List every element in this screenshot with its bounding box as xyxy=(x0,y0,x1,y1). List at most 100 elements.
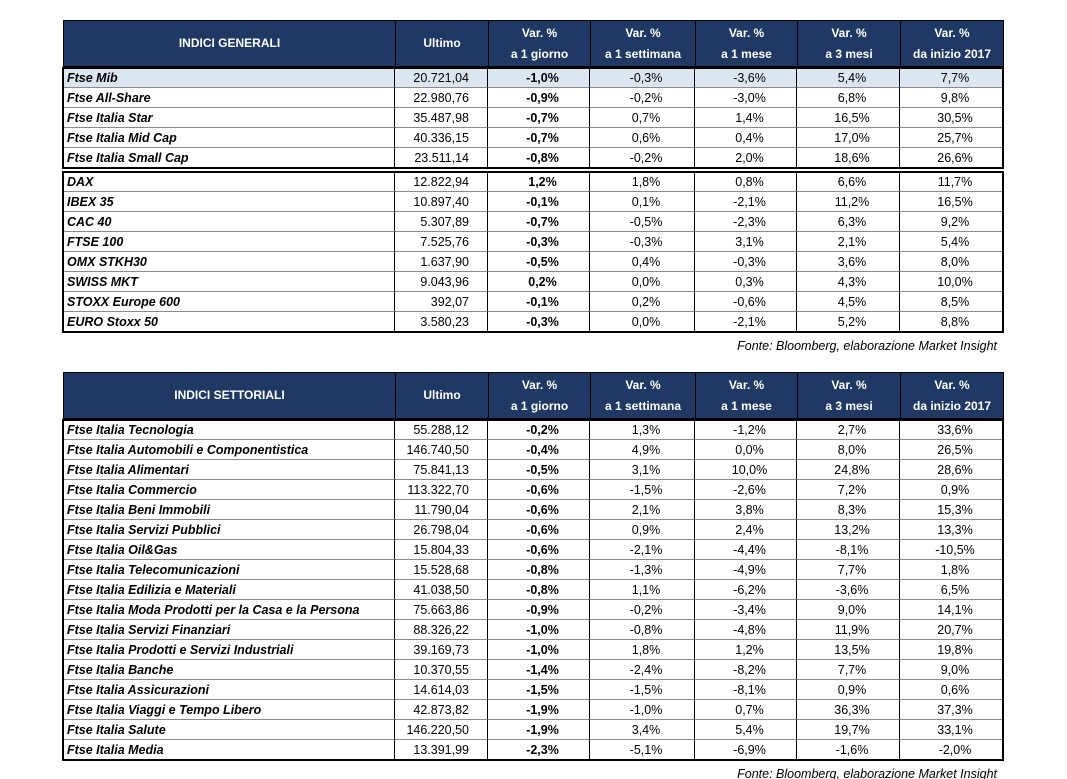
value-cell: 17,0% xyxy=(797,128,900,148)
value-cell: 30,5% xyxy=(900,108,1003,128)
value-cell: 20.721,04 xyxy=(395,68,488,88)
header-text: Var. % xyxy=(625,377,661,392)
index-name: CAC 40 xyxy=(63,212,395,232)
source-note: Fonte: Bloomberg, elaborazione Market In… xyxy=(737,339,997,353)
header-text: a 3 mesi xyxy=(825,46,873,61)
header-text: Var. % xyxy=(521,377,558,392)
value-cell: -0,8% xyxy=(590,620,695,640)
value-cell: 8,5% xyxy=(900,292,1003,312)
value-cell: 36,3% xyxy=(797,700,900,720)
value-cell: 3,1% xyxy=(590,460,695,480)
value-cell: 0,6% xyxy=(900,680,1003,700)
header-text: Var. % xyxy=(521,25,558,40)
value-cell: 39.169,73 xyxy=(395,640,488,660)
value-cell: 7,7% xyxy=(797,660,900,680)
value-cell: 7,7% xyxy=(797,560,900,580)
value-cell: -0,9% xyxy=(488,600,590,620)
index-name: Ftse Italia Automobili e Componentistica xyxy=(63,440,395,460)
value-cell: -1,5% xyxy=(590,680,695,700)
header-text: a 1 settimana xyxy=(604,46,682,61)
header-text: INDICI SETTORIALI xyxy=(174,388,285,402)
value-cell: 8,0% xyxy=(900,252,1003,272)
value-cell: -0,2% xyxy=(590,88,695,108)
value-cell: 33,1% xyxy=(900,720,1003,740)
value-cell: 8,0% xyxy=(797,440,900,460)
value-cell: 16,5% xyxy=(797,108,900,128)
header-cell: Ultimo xyxy=(395,20,489,67)
value-cell: 13,3% xyxy=(900,520,1003,540)
value-cell: 0,3% xyxy=(695,272,797,292)
value-cell: 9,2% xyxy=(900,212,1003,232)
value-cell: -6,9% xyxy=(695,740,797,760)
value-cell: 10,0% xyxy=(695,460,797,480)
header-cell: Var. % a 3 mesi xyxy=(797,372,901,419)
index-name: Ftse Italia Media xyxy=(63,740,395,760)
value-cell: 4,5% xyxy=(797,292,900,312)
header-cell: INDICI GENERALI xyxy=(63,20,396,67)
value-cell: 4,9% xyxy=(590,440,695,460)
value-cell: 15.804,33 xyxy=(395,540,488,560)
value-cell: -6,2% xyxy=(695,580,797,600)
value-cell: 3.580,23 xyxy=(395,312,488,332)
value-cell: -2,4% xyxy=(590,660,695,680)
value-cell: -2,3% xyxy=(695,212,797,232)
value-cell: 22.980,76 xyxy=(395,88,488,108)
value-cell: -4,9% xyxy=(695,560,797,580)
index-name: DAX xyxy=(63,172,395,192)
value-cell: 23.511,14 xyxy=(395,148,488,168)
value-cell: -1,9% xyxy=(488,700,590,720)
value-cell: -0,5% xyxy=(488,252,590,272)
value-cell: 9,0% xyxy=(900,660,1003,680)
value-cell: -2,6% xyxy=(695,480,797,500)
value-cell: -1,2% xyxy=(695,420,797,440)
index-name: Ftse Italia Telecomunicazioni xyxy=(63,560,395,580)
value-cell: 0,9% xyxy=(797,680,900,700)
value-cell: -0,6% xyxy=(488,500,590,520)
header-text: a 1 giorno xyxy=(510,398,569,413)
value-cell: 1,8% xyxy=(590,640,695,660)
value-cell: -0,6% xyxy=(488,480,590,500)
value-cell: 19,8% xyxy=(900,640,1003,660)
value-cell: -3,4% xyxy=(695,600,797,620)
value-cell: 13,5% xyxy=(797,640,900,660)
value-cell: 1,2% xyxy=(695,640,797,660)
index-name: Ftse Italia Prodotti e Servizi Industria… xyxy=(63,640,395,660)
value-cell: -1,0% xyxy=(488,640,590,660)
header-text: Var. % xyxy=(831,25,867,40)
value-cell: 0,2% xyxy=(488,272,590,292)
value-cell: -1,5% xyxy=(488,680,590,700)
value-cell: 40.336,15 xyxy=(395,128,488,148)
index-name: Ftse Italia Alimentari xyxy=(63,460,395,480)
value-cell: 2,7% xyxy=(797,420,900,440)
value-cell: -0,3% xyxy=(590,68,695,88)
index-name: SWISS MKT xyxy=(63,272,395,292)
value-cell: 0,9% xyxy=(590,520,695,540)
value-cell: 2,1% xyxy=(590,500,695,520)
value-cell: 3,8% xyxy=(695,500,797,520)
value-cell: 25,7% xyxy=(900,128,1003,148)
group-border xyxy=(62,67,1004,169)
value-cell: -4,8% xyxy=(695,620,797,640)
value-cell: 7.525,76 xyxy=(395,232,488,252)
value-cell: 146.740,50 xyxy=(395,440,488,460)
value-cell: 4,3% xyxy=(797,272,900,292)
value-cell: 6,5% xyxy=(900,580,1003,600)
value-cell: -1,0% xyxy=(488,620,590,640)
value-cell: 75.841,13 xyxy=(395,460,488,480)
value-cell: 26.798,04 xyxy=(395,520,488,540)
value-cell: 11,9% xyxy=(797,620,900,640)
value-cell: 9,0% xyxy=(797,600,900,620)
value-cell: 88.326,22 xyxy=(395,620,488,640)
header-cell: Var. % a 1 settimana xyxy=(590,20,696,67)
value-cell: -0,4% xyxy=(488,440,590,460)
value-cell: 11,7% xyxy=(900,172,1003,192)
header-cell: Var. % da inizio 2017 xyxy=(900,372,1004,419)
value-cell: 0,0% xyxy=(590,272,695,292)
value-cell: 14,1% xyxy=(900,600,1003,620)
value-cell: 7,2% xyxy=(797,480,900,500)
value-cell: 20,7% xyxy=(900,620,1003,640)
value-cell: 1,8% xyxy=(900,560,1003,580)
index-name: Ftse Italia Moda Prodotti per la Casa e … xyxy=(63,600,395,620)
header-text: Ultimo xyxy=(423,36,461,50)
